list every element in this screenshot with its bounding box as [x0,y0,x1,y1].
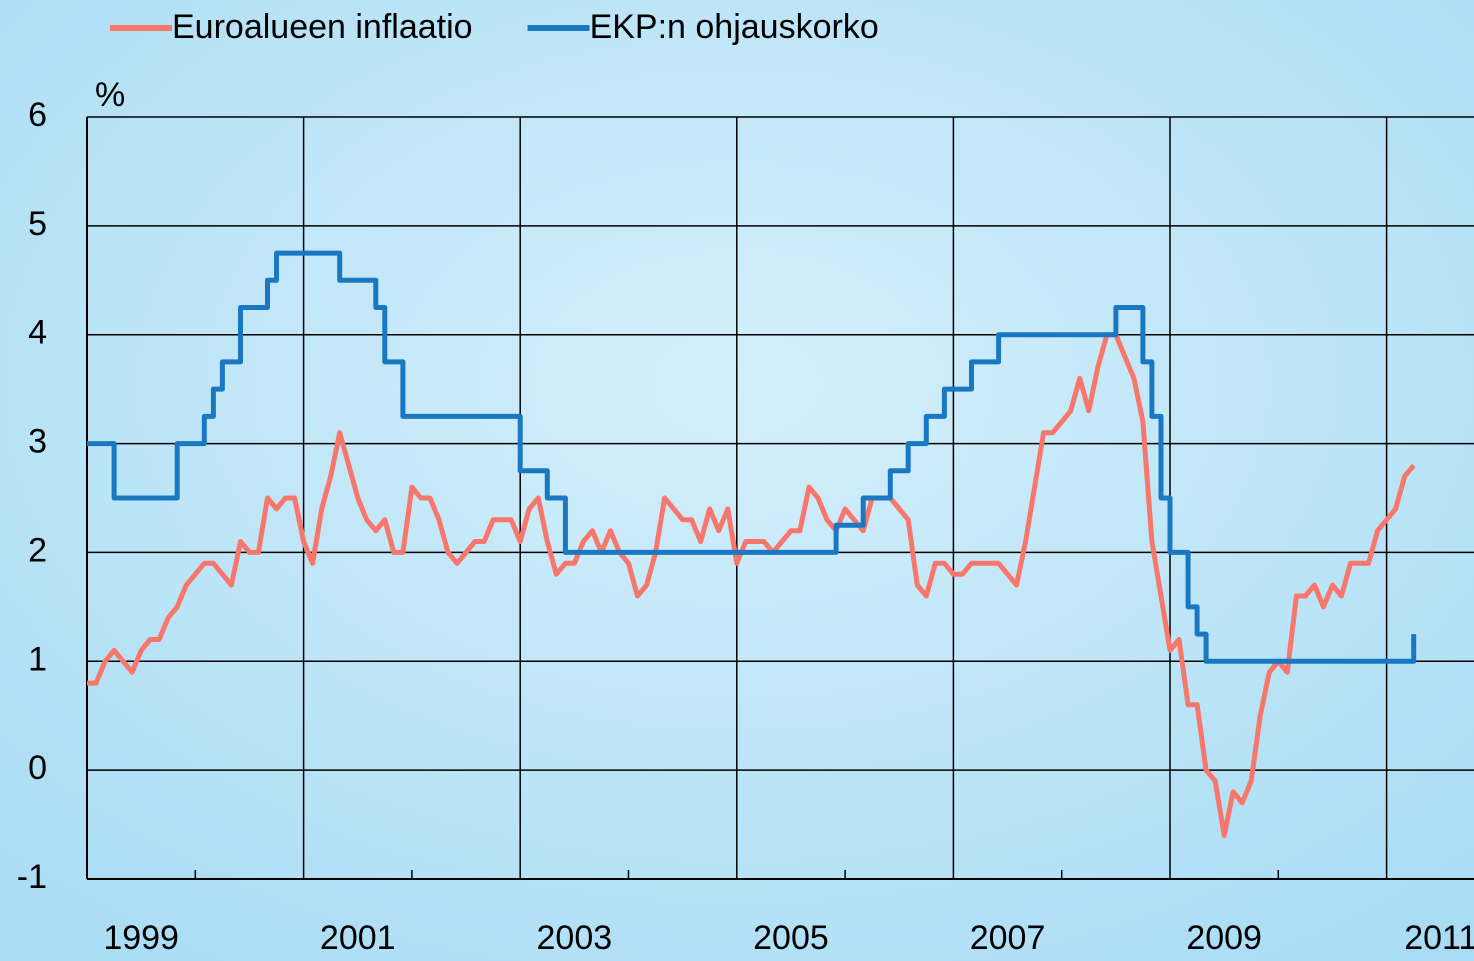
legend-label: EKP:n ohjauskorko [590,8,879,46]
x-tick-label: 2003 [537,919,613,957]
x-tick-label: 2005 [753,919,829,957]
x-tick-label: 1999 [103,919,179,957]
y-tick-label: 6 [28,96,47,134]
y-tick-label: -1 [17,858,47,896]
y-unit-label: % [95,76,125,114]
x-tick-label: 2011 [1404,919,1474,957]
y-tick-label: 5 [28,205,47,243]
x-tick-label: 2007 [970,919,1046,957]
x-tick-label: 2001 [320,919,396,957]
series-line [87,250,1417,664]
y-tick-label: 4 [28,314,47,352]
y-tick-label: 1 [28,640,47,678]
y-tick-label: 2 [28,531,47,569]
series-line [87,332,1416,838]
x-tick-label: 2009 [1186,919,1262,957]
y-tick-label: 3 [28,423,47,461]
y-tick-label: 0 [28,749,47,787]
legend-label: Euroalueen inflaatio [172,8,473,46]
